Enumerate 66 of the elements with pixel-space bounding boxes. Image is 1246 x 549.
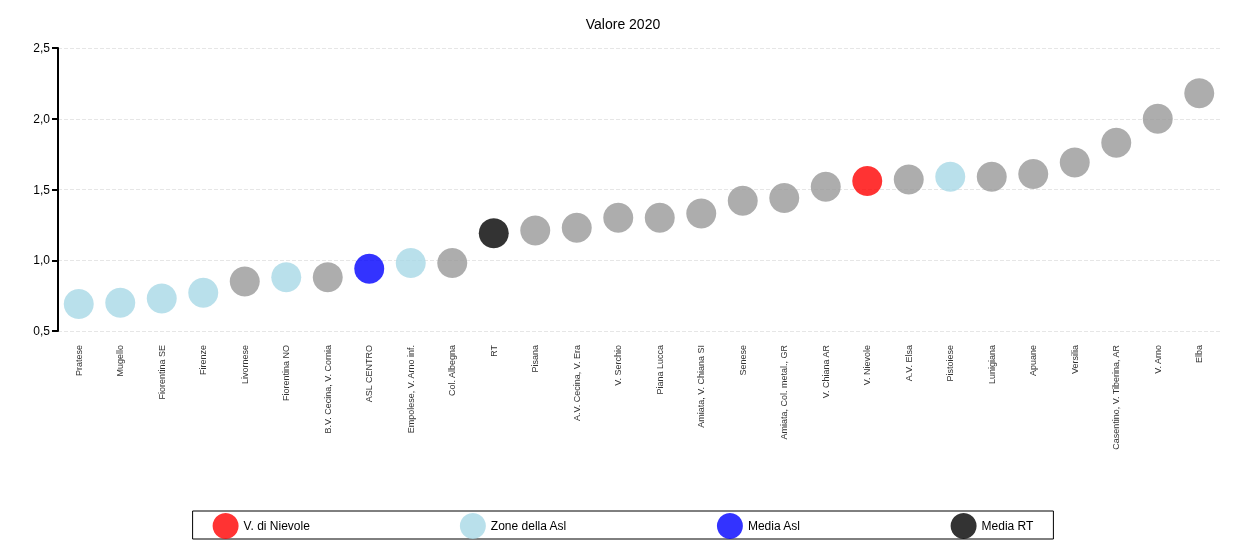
x-tick-label: Lunigiana [986,345,997,385]
legend-label: Media Asl [747,519,800,533]
point [1101,127,1132,158]
x-tick-label: Mugello [115,345,126,377]
x-tick-label: Firenze [198,345,209,376]
legend-label: Zone della Asl [490,519,567,533]
y-tick-label: 2,0 [33,111,51,126]
point [1018,158,1049,189]
point [893,164,924,195]
point [146,283,177,314]
x-tick-label: Elba [1194,345,1205,364]
point [727,185,758,216]
x-tick-label: Casentino, V. Tiberina, AR [1111,344,1122,450]
x-tick-label: Pratese [73,345,84,377]
point [1059,147,1090,178]
x-tick-label: Pistoiese [945,345,956,382]
point [63,289,94,320]
x-tick-label: Col. Albegna [447,345,458,397]
point [976,161,1007,192]
point [1184,78,1215,109]
point [312,262,343,293]
point [271,262,302,293]
x-tick-label: Versilia [1069,345,1080,375]
x-tick-label: Pisana [530,345,541,373]
x-tick-label: Empolese, V. Arno inf. [405,345,416,434]
x-tick-label: ASL CENTRO [364,345,375,403]
x-tick-label: Fiorentina SE [156,345,167,400]
x-tick-label: A.V. Cecina, V. Era [571,345,582,421]
point [520,215,551,246]
point [810,171,841,202]
point [603,202,634,233]
point [437,248,468,279]
y-tick-label: 1,5 [33,182,51,197]
point [561,212,592,243]
point [354,253,385,284]
x-tick-label: RT [488,344,499,357]
y-tick-label: 0,5 [33,324,51,338]
x-tick-label: B.V. Cecina, V. Cornia [322,345,333,434]
x-tick-label: Fiorentina NO [281,345,292,402]
x-tick-label: Amiata, V. Chiana SI [696,345,707,428]
chart-title: Valore 2020 [585,16,661,32]
legend-label: V. di Nievole [243,519,311,533]
x-tick-label: Senese [737,345,748,376]
x-tick-label: V. Arno [1152,345,1163,374]
point [395,248,426,279]
legend-label: Media RT [981,519,1035,533]
x-tick-label: Apuane [1028,345,1039,377]
point [852,166,883,196]
y-tick-label: 1,0 [33,253,51,268]
point [769,183,800,213]
point [478,218,509,249]
x-tick-label: A.V. Elsa [903,345,914,382]
x-tick-label: V. Chiana AR [820,344,831,399]
x-tick-label: V. Serchio [613,345,624,386]
point [105,287,136,318]
point [686,198,717,229]
y-tick-label: 2,5 [33,41,51,55]
point [229,266,260,297]
x-tick-label: V. Nievole [862,345,873,386]
x-tick-label: Livornese [239,345,250,385]
x-tick-label: Amiata, Col. metal., GR [779,344,790,440]
point [188,277,219,308]
point [935,161,966,192]
point [644,202,675,233]
point [1142,103,1173,134]
x-tick-label: Piana Lucca [654,345,665,395]
